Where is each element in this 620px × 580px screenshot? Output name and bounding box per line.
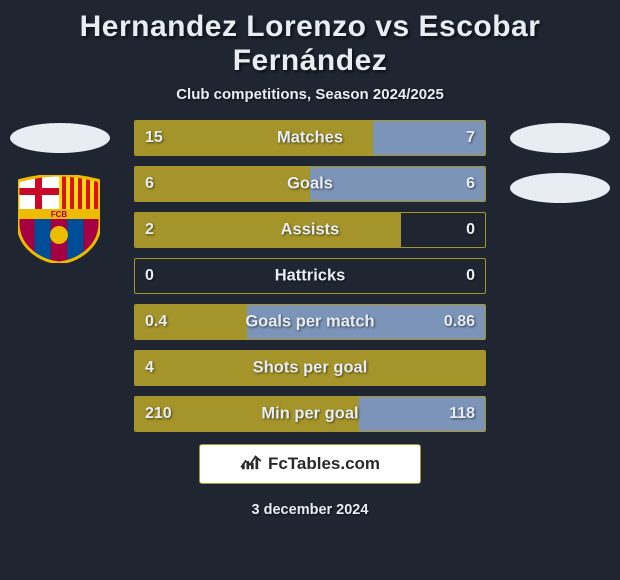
player-right-oval-2 (510, 173, 610, 203)
stat-value-right: 7 (466, 129, 475, 147)
stat-value-left: 0.4 (145, 313, 167, 331)
stat-row: 0 0Hattricks (134, 258, 486, 294)
stat-value-right: 0 (466, 221, 475, 239)
stat-value-right: 0 (466, 267, 475, 285)
stat-fill-left (135, 121, 373, 155)
stat-fill-left (135, 167, 310, 201)
stat-row: 157Matches (134, 120, 486, 156)
stat-row: 4Shots per goal (134, 350, 486, 386)
player-right-oval-1 (510, 123, 610, 153)
player-left-oval (10, 123, 110, 153)
stat-value-left: 0 (145, 267, 154, 285)
stat-value-left: 6 (145, 175, 154, 193)
stat-value-left: 4 (145, 359, 154, 377)
brand-box: FcTables.com (199, 444, 421, 484)
club-crest: FCB (18, 175, 100, 263)
crest-label: FCB (51, 210, 68, 219)
stat-fill-left (135, 351, 485, 385)
brand-label: FcTables.com (268, 454, 380, 474)
stat-fill-right (310, 167, 485, 201)
stat-row: 210118Min per goal (134, 396, 486, 432)
stat-value-right: 118 (449, 405, 475, 423)
stat-value-left: 2 (145, 221, 154, 239)
page-title: Hernandez Lorenzo vs Escobar Fernández (0, 4, 620, 80)
stat-row: 20Assists (134, 212, 486, 248)
stat-row: 0.40.86Goals per match (134, 304, 486, 340)
date-label: 3 december 2024 (0, 502, 620, 518)
stat-row: 66Goals (134, 166, 486, 202)
stat-value-left: 15 (145, 129, 163, 147)
stat-value-right: 6 (466, 175, 475, 193)
stat-value-left: 210 (145, 405, 172, 423)
stats-region: 157Matches66Goals20Assists00Hattricks0.4… (134, 120, 486, 442)
stat-value-right: 0.86 (444, 313, 475, 331)
stat-label: Hattricks (135, 267, 485, 286)
stat-fill-left (135, 213, 401, 247)
page-subtitle: Club competitions, Season 2024/2025 (0, 86, 620, 103)
comparison-card: Hernandez Lorenzo vs Escobar Fernández C… (0, 0, 620, 580)
brand-chart-icon (240, 453, 262, 476)
